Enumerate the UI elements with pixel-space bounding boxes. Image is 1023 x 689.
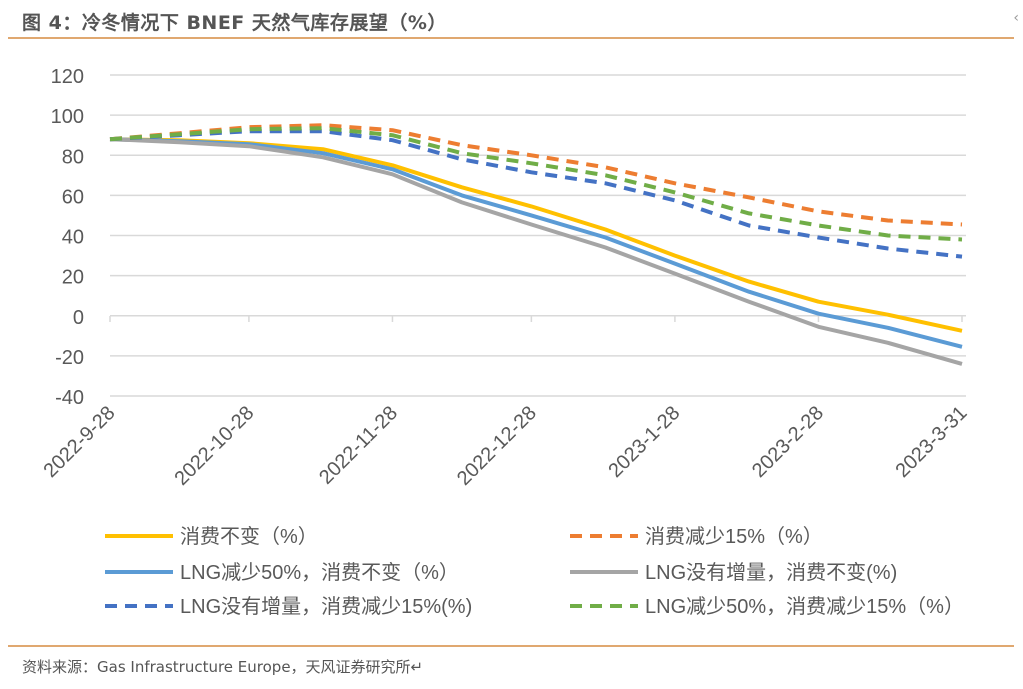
- line-chart: 120 100 80 60 40 20 0 -20 -40 2022-9-28 2022-10-2…: [39, 66, 971, 618]
- y-tick-label: 100: [51, 106, 84, 128]
- x-tick-label: 2022-11-28: [315, 402, 402, 489]
- series-line-6: [109, 126, 963, 242]
- y-tick-label: 120: [51, 66, 84, 88]
- title-divider: [8, 37, 1014, 39]
- series-line-4: [109, 137, 963, 366]
- source-note: 资料来源：Gas Infrastructure Europe，天风证券研究所↵: [22, 658, 424, 676]
- legend-label: 消费不变（%）: [180, 525, 318, 548]
- y-tick-label: -20: [55, 347, 84, 369]
- y-tick-label: 80: [62, 146, 84, 168]
- legend-label: LNG没有增量，消费减少15%(%): [180, 595, 472, 618]
- x-tick-label: 2022-10-28: [171, 402, 259, 490]
- figure-title: 图 4：冷冬情况下 BNEF 天然气库存展望（%）: [22, 12, 447, 34]
- footer-divider: [8, 645, 1014, 647]
- legend-label: 消费减少15%（%）: [645, 525, 823, 548]
- y-tick-label: 40: [62, 227, 84, 249]
- series-line-5: [109, 129, 963, 259]
- x-tick-label: 2023-2-28: [748, 402, 828, 482]
- legend-label: LNG减少50%，消费减少15%（%）: [645, 595, 964, 618]
- legend-label: LNG没有增量，消费不变(%): [645, 561, 897, 584]
- y-tick-label: 60: [62, 186, 84, 208]
- x-tick-label: 2023-3-31: [891, 402, 971, 482]
- y-tick-label: 20: [62, 267, 84, 289]
- x-tick-label: 2022-12-28: [453, 402, 541, 490]
- x-tick-label: 2023-1-28: [604, 402, 684, 482]
- y-tick-label: -40: [55, 387, 84, 409]
- y-tick-label: 0: [73, 307, 84, 329]
- x-tick-label: 2022-9-28: [39, 402, 119, 482]
- series-line-2: [109, 123, 963, 227]
- legend-label: LNG减少50%，消费不变（%）: [180, 561, 459, 584]
- corner-marker-icon: ‹: [1013, 10, 1019, 26]
